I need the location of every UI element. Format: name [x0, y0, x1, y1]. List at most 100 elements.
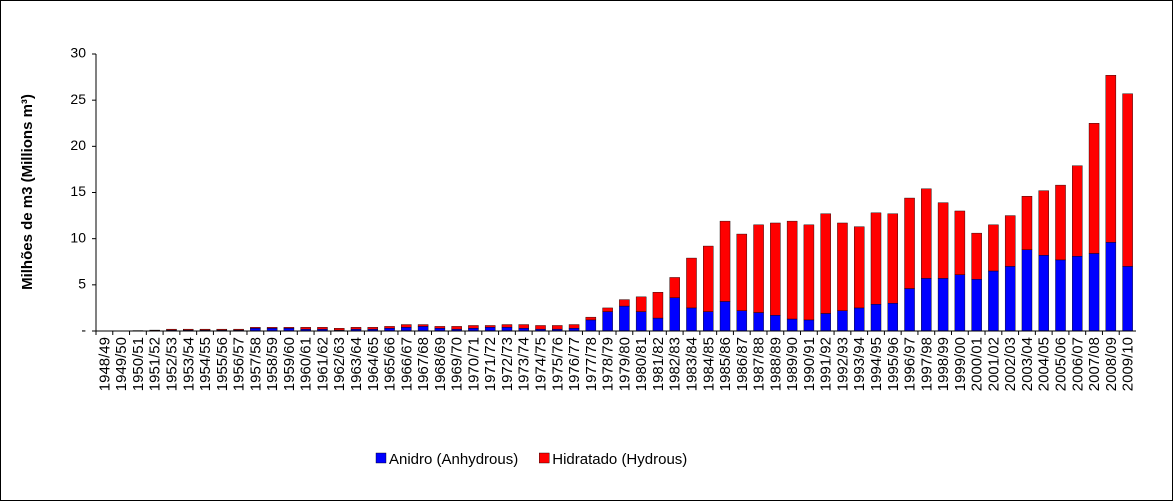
bar-segment [904, 288, 915, 332]
bar-segment [1072, 256, 1083, 332]
x-tick-label: 1954/55 [197, 337, 214, 391]
x-tick-label: 2005/06 [1053, 337, 1070, 391]
x-tick-label: 1956/57 [231, 337, 248, 391]
x-tick-label: 1963/64 [348, 337, 365, 391]
y-tick-label: - [81, 322, 86, 338]
bar-segment [753, 224, 764, 313]
bar-segment [1122, 266, 1133, 332]
bar-segment [1021, 249, 1033, 332]
bar-segment [921, 278, 932, 332]
bar-segment [652, 317, 664, 332]
x-tick-label: 1986/87 [734, 337, 751, 391]
bar-segment [1004, 266, 1016, 332]
y-tick-label: 15 [70, 183, 86, 199]
bar-segment [602, 307, 613, 312]
y-tick-label: 20 [70, 137, 86, 153]
bar-segment [770, 315, 781, 332]
bar-segment [434, 326, 446, 329]
x-tick-label: 1957/58 [247, 337, 264, 391]
x-tick-label: 2002/03 [1002, 337, 1019, 391]
bar-segment [1055, 184, 1066, 261]
bar-segment [619, 305, 630, 332]
bar-segment [1038, 190, 1049, 256]
bar-segment [736, 233, 748, 311]
bar-segment [686, 257, 697, 309]
y-tick-label: 5 [78, 276, 86, 292]
legend-label: Anidro (Anhydrous) [389, 451, 518, 468]
bar-segment [401, 327, 412, 332]
bar-segment [283, 327, 295, 329]
bar-segment [451, 326, 462, 330]
bar-segment [753, 312, 764, 332]
bar-segment [183, 328, 194, 331]
y-axis-title: Milhões de m3 (Millions m³) [19, 94, 36, 290]
x-tick-label: 1966/67 [398, 337, 415, 391]
bar-segment [199, 328, 211, 331]
bar-segment [518, 324, 529, 329]
x-tick-label: 1950/51 [130, 337, 147, 391]
bar-segment [1105, 75, 1117, 243]
bar-segment [887, 213, 899, 304]
bar-segment [266, 327, 278, 329]
x-tick-label: 1955/56 [214, 337, 231, 391]
x-tick-label: 1980/81 [633, 337, 650, 391]
bar-segment [686, 307, 697, 332]
x-tick-label: 1998/99 [935, 337, 952, 391]
bar-segment [937, 202, 949, 279]
bar-segment [300, 327, 311, 330]
bar-segment [1088, 123, 1100, 254]
bar-segment [602, 311, 613, 332]
bar-segment [703, 311, 714, 332]
bar-segment [384, 326, 395, 329]
x-tick-label: 1981/82 [650, 337, 667, 391]
x-tick-label: 1953/54 [180, 337, 197, 391]
bar-segment [1004, 215, 1016, 267]
bar-segment [669, 277, 680, 298]
x-tick-label: 1993/94 [851, 337, 868, 391]
x-tick-label: 1960/61 [298, 337, 315, 391]
x-tick-label: 1971/72 [482, 337, 499, 391]
x-tick-label: 1961/62 [314, 337, 331, 391]
bar-segment [350, 327, 362, 330]
bar-segment [635, 311, 647, 332]
bar-segment [971, 232, 982, 280]
x-tick-label: 1989/90 [784, 337, 801, 391]
x-tick-label: 1985/86 [717, 337, 734, 391]
bar-segment [166, 328, 177, 331]
bar-segment [937, 278, 949, 332]
bar-segment [719, 301, 731, 332]
bar-segment [535, 325, 546, 330]
x-tick-label: 1951/52 [147, 337, 164, 391]
bar-segment [988, 270, 999, 332]
bar-segment [971, 279, 982, 332]
bar-segment [367, 327, 379, 330]
bar-segment [501, 327, 513, 332]
x-tick-label: 1972/73 [499, 337, 516, 391]
bar-segment [954, 210, 966, 275]
x-tick-label: 1996/97 [902, 337, 919, 391]
bar-segment [669, 297, 680, 332]
bar-segment [468, 325, 479, 329]
bar-segment [719, 220, 731, 302]
bar-segment [870, 304, 882, 332]
y-tick-label: 30 [70, 45, 86, 61]
bar-segment [837, 310, 848, 332]
x-tick-label: 1976/77 [566, 337, 583, 391]
bar-segment [216, 328, 228, 331]
x-tick-label: 2008/09 [1103, 337, 1120, 391]
bar-segment [853, 226, 865, 309]
bar-segment [401, 324, 412, 328]
x-tick-label: 1967/68 [415, 337, 432, 391]
x-tick-label: 2001/02 [985, 337, 1002, 391]
bar-segment [870, 212, 882, 305]
bar-segment [1122, 93, 1133, 267]
x-tick-label: 1990/91 [801, 337, 818, 391]
bar-segment [233, 328, 244, 331]
bar-segment [786, 220, 798, 320]
x-tick-label: 1984/85 [700, 337, 717, 391]
x-tick-label: 1999/00 [952, 337, 969, 391]
bar-segment [585, 319, 597, 332]
bar-segment [1105, 242, 1117, 332]
x-tick-label: 1992/93 [834, 337, 851, 391]
x-tick-label: 1987/88 [751, 337, 768, 391]
